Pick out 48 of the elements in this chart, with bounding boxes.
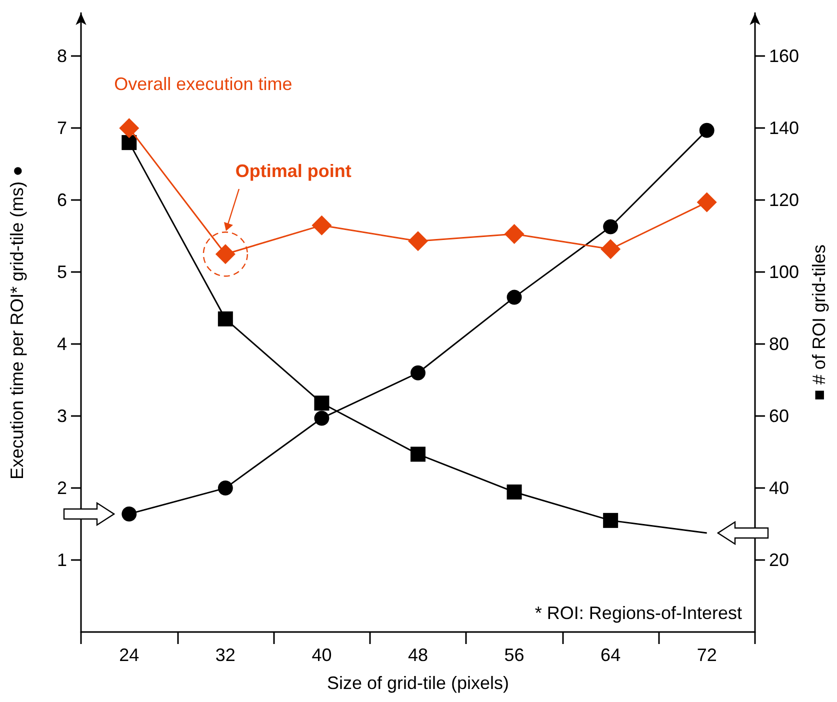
- x-tick-label: 72: [696, 645, 717, 665]
- y2-tick-label: 140: [769, 118, 800, 138]
- y2-axis-title: ■ # of ROI grid-tiles: [809, 244, 829, 400]
- x-tick-label: 40: [312, 645, 332, 665]
- x-tick-label: 56: [504, 645, 524, 665]
- y2-tick-label: 100: [769, 262, 800, 282]
- series-label: Overall execution time: [114, 74, 292, 94]
- y-tick-label: 3: [56, 406, 67, 426]
- x-tick-label: 48: [408, 645, 428, 665]
- point: [312, 215, 332, 236]
- point: [504, 224, 524, 244]
- y-axis-title: Execution time per ROI* grid-tile (ms) ●: [7, 166, 27, 480]
- annotation: Optimal point: [235, 161, 352, 182]
- point: [119, 118, 140, 138]
- y-tick-label: 7: [56, 118, 67, 138]
- point: [314, 410, 330, 426]
- y2-tick-label: 160: [769, 46, 800, 66]
- point: [696, 192, 717, 212]
- y-tick-label: 2: [56, 478, 67, 498]
- point: [699, 122, 714, 138]
- y-tick-label: 6: [56, 190, 67, 210]
- annotation: * ROI: Regions-of-Interest: [534, 603, 742, 623]
- point: [218, 311, 233, 326]
- x-tick-label: 24: [119, 645, 140, 665]
- y-tick-label: 4: [56, 334, 67, 354]
- point: [410, 446, 426, 462]
- y-tick-label: 8: [56, 46, 67, 66]
- y-tick-label: 1: [56, 550, 67, 570]
- y2-tick-label: 120: [769, 190, 800, 210]
- point: [122, 135, 137, 150]
- point: [506, 290, 522, 305]
- y2-tick-label: 60: [769, 406, 790, 426]
- point: [603, 219, 618, 234]
- point: [122, 506, 137, 522]
- point: [218, 480, 233, 496]
- y2-tick-label: 20: [769, 550, 790, 570]
- y-tick-label: 5: [56, 262, 67, 282]
- x-tick-label: 32: [215, 645, 236, 665]
- point: [506, 484, 522, 500]
- point: [603, 512, 618, 528]
- x-tick-label: 64: [600, 645, 621, 665]
- point: [408, 231, 428, 252]
- point: [600, 239, 621, 260]
- point: [314, 396, 330, 411]
- y2-tick-label: 40: [769, 478, 790, 498]
- y2-tick-label: 80: [769, 334, 790, 354]
- point: [410, 365, 426, 380]
- x-axis-title: Size of grid-tile (pixels): [326, 673, 510, 693]
